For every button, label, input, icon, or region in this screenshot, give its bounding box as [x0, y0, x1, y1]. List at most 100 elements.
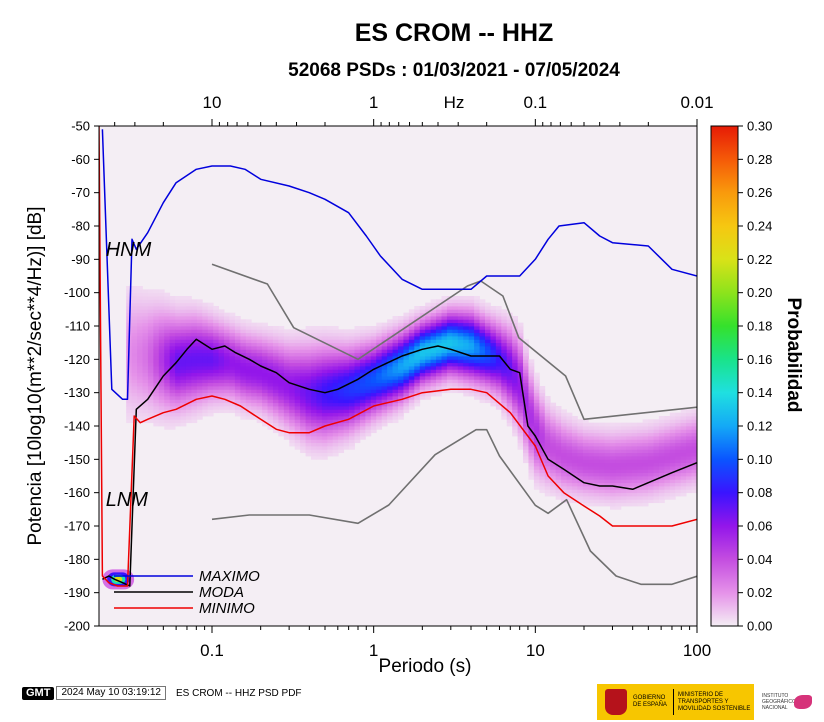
density-cell [202, 326, 209, 330]
density-cell [588, 459, 595, 464]
density-cell [147, 319, 154, 324]
colorbar-tick-label: 0.30 [747, 119, 772, 134]
density-cell [528, 462, 535, 467]
density-cell [398, 322, 404, 327]
density-cell [213, 399, 219, 404]
density-cell [675, 446, 682, 450]
density-cell [218, 359, 225, 364]
density-cell [311, 369, 317, 374]
density-cell [381, 359, 388, 364]
density-cell [153, 346, 160, 350]
density-cell [517, 369, 524, 374]
density-cell [207, 392, 214, 397]
density-cell [571, 492, 578, 497]
density-cell [664, 442, 671, 447]
density-cell [555, 429, 562, 434]
density-cell [153, 349, 160, 354]
density-cell [544, 412, 551, 417]
density-cell [441, 322, 448, 327]
density-cell [517, 442, 524, 447]
density-cell [153, 289, 160, 294]
density-cell [484, 359, 491, 364]
density-cell [501, 342, 508, 347]
density-cell [408, 349, 415, 354]
density-cell [658, 439, 665, 444]
density-cell [675, 429, 682, 434]
density-cell [376, 379, 383, 384]
density-cell [457, 376, 464, 380]
density-cell [294, 436, 301, 440]
density-cell [446, 332, 453, 337]
density-cell [506, 422, 513, 427]
density-cell [495, 326, 502, 330]
density-cell [229, 342, 236, 347]
density-cell [234, 316, 241, 320]
density-cell [153, 379, 160, 384]
density-cell [354, 422, 361, 427]
density-cell [571, 476, 578, 480]
density-cell [158, 386, 165, 390]
density-cell [626, 446, 633, 450]
density-cell [414, 379, 421, 384]
density-cell [430, 336, 437, 340]
density-cell [229, 372, 236, 377]
density-cell [185, 382, 192, 387]
density-cell [403, 332, 410, 337]
density-cell [354, 342, 361, 347]
density-cell [256, 352, 263, 357]
density-cell [414, 346, 421, 350]
density-cell [626, 429, 633, 434]
density-cell [533, 486, 540, 490]
density-cell [566, 452, 573, 457]
density-cell [555, 432, 562, 437]
density-cell [300, 409, 306, 414]
density-cell [686, 426, 692, 430]
density-cell [169, 389, 176, 394]
density-cell [164, 412, 171, 417]
density-cell [446, 309, 453, 314]
density-cell [272, 382, 279, 387]
density-cell [392, 382, 399, 387]
density-cell [349, 396, 355, 400]
density-cell [332, 429, 339, 434]
density-cell [142, 359, 149, 364]
density-cell [305, 429, 312, 434]
density-cell [137, 396, 143, 400]
density-cell [169, 296, 176, 300]
density-cell [278, 349, 285, 354]
density-cell [561, 462, 567, 467]
density-cell [196, 412, 203, 417]
density-cell [191, 396, 198, 400]
density-cell [316, 332, 323, 337]
density-cell [158, 422, 165, 427]
density-cell [321, 336, 328, 340]
density-cell [446, 339, 453, 344]
density-cell [185, 319, 192, 324]
density-cell [653, 492, 660, 497]
density-cell [202, 352, 209, 357]
density-cell [642, 462, 649, 467]
density-cell [610, 506, 616, 510]
density-cell [387, 399, 393, 404]
density-cell [153, 336, 160, 340]
density-cell [147, 419, 154, 424]
density-cell [550, 456, 557, 460]
density-cell [240, 379, 247, 384]
density-cell [398, 392, 404, 397]
density-cell [240, 359, 247, 364]
density-cell [311, 409, 317, 414]
density-cell [321, 362, 328, 367]
y-tick-label: -120 [64, 352, 90, 367]
density-cell [218, 399, 225, 404]
density-cell [294, 352, 301, 357]
density-cell [604, 452, 611, 457]
density-cell [240, 336, 247, 340]
density-cell [327, 392, 334, 397]
density-cell [311, 446, 317, 450]
density-cell [387, 329, 393, 334]
density-cell [523, 429, 529, 434]
density-cell [169, 366, 176, 370]
x-tick-label: 10 [526, 641, 545, 660]
density-cell [419, 346, 426, 350]
density-cell [147, 329, 154, 334]
